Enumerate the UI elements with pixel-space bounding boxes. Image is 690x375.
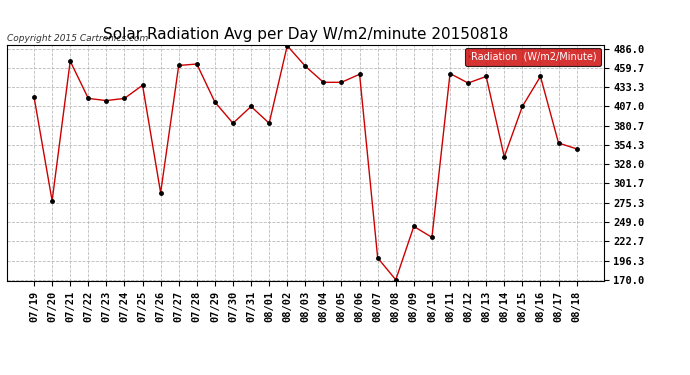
- Legend: Radiation  (W/m2/Minute): Radiation (W/m2/Minute): [466, 48, 601, 66]
- Text: Copyright 2015 Cartronics.com: Copyright 2015 Cartronics.com: [7, 34, 148, 43]
- Title: Solar Radiation Avg per Day W/m2/minute 20150818: Solar Radiation Avg per Day W/m2/minute …: [103, 27, 508, 42]
